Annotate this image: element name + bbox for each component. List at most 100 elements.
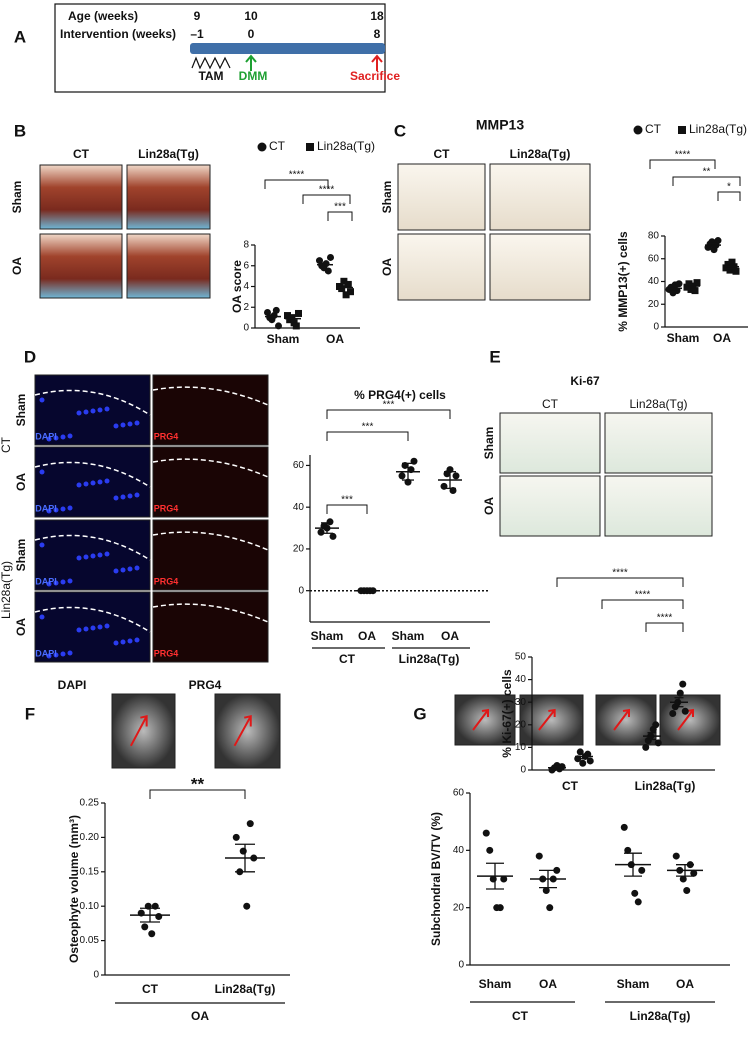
data-point xyxy=(486,846,494,854)
micrograph xyxy=(454,694,516,746)
nucleus xyxy=(97,479,103,485)
x-tick-label: OA xyxy=(539,977,557,991)
data-point xyxy=(272,306,280,314)
micrograph xyxy=(39,233,123,299)
y-tick-label: 2 xyxy=(243,302,249,313)
data-point xyxy=(535,852,543,860)
timeline: Age (weeks) 9 10 18 Intervention (weeks)… xyxy=(54,3,400,93)
data-point xyxy=(275,322,282,330)
x-tick-label: Sham xyxy=(267,332,300,346)
significance-bracket xyxy=(149,789,246,799)
row-label: Sham xyxy=(482,427,496,460)
micrograph xyxy=(604,412,713,474)
timeline-tick: 8 xyxy=(374,27,381,41)
red-arrow xyxy=(472,708,489,731)
group-label: CT xyxy=(512,1009,529,1023)
x-tick-label: CT xyxy=(562,779,579,793)
significance-label: *** xyxy=(341,495,353,506)
nucleus xyxy=(113,423,119,429)
micrograph xyxy=(111,693,176,769)
group-label: CT xyxy=(339,652,356,666)
nucleus xyxy=(127,421,133,427)
data-point xyxy=(579,759,587,767)
nucleus xyxy=(76,410,82,416)
data-point xyxy=(347,288,354,296)
data-point xyxy=(324,267,332,275)
data-point xyxy=(141,923,149,931)
legend-label: CT xyxy=(645,122,662,136)
nucleus xyxy=(104,623,110,629)
nucleus xyxy=(113,495,119,501)
data-point xyxy=(714,237,722,245)
data-point xyxy=(676,689,684,697)
y-tick-label: 6 xyxy=(243,260,249,271)
data-point xyxy=(288,314,296,322)
y-tick-label: 0.20 xyxy=(80,832,100,843)
nucleus xyxy=(60,579,66,585)
nucleus xyxy=(90,408,96,414)
event-label: TAM xyxy=(198,69,223,83)
data-point xyxy=(642,743,650,751)
event-label: DMM xyxy=(239,69,268,83)
row-label: Sham xyxy=(14,539,28,572)
stain-label: PRG4 xyxy=(154,648,179,658)
event-label: Sacrifice xyxy=(350,69,400,83)
nucleus xyxy=(46,436,52,442)
data-point xyxy=(728,258,736,266)
column-label: Lin28a(Tg) xyxy=(629,397,687,411)
stain-label: PRG4 xyxy=(154,576,179,586)
micrograph xyxy=(152,519,269,591)
data-point xyxy=(691,287,699,295)
data-point xyxy=(654,739,662,747)
nucleus xyxy=(39,614,45,620)
significance-label: * xyxy=(727,182,731,193)
legend-marker xyxy=(633,125,643,135)
row-label: Sham xyxy=(380,181,394,214)
timeline-bar xyxy=(190,43,385,54)
nucleus xyxy=(134,420,140,426)
y-axis-label: % MMP13(+) cells xyxy=(616,231,630,332)
row-label: OA xyxy=(14,473,28,491)
nucleus xyxy=(60,434,66,440)
group-label: Lin28a(Tg) xyxy=(630,1009,691,1023)
nucleus xyxy=(39,542,45,548)
data-point xyxy=(683,886,691,894)
column-label: Lin28a(Tg) xyxy=(510,147,571,161)
nucleus xyxy=(104,551,110,557)
data-point xyxy=(669,710,677,717)
image-title: Ki-67 xyxy=(570,374,600,388)
timeline-row-label: Intervention (weeks) xyxy=(60,27,176,41)
tissue-outline xyxy=(34,606,151,633)
timeline-tick: 18 xyxy=(370,9,384,23)
micrograph xyxy=(152,374,269,446)
nucleus xyxy=(97,624,103,630)
micrograph xyxy=(39,164,123,230)
micrograph xyxy=(659,694,721,746)
y-tick-label: 0.25 xyxy=(80,798,100,809)
data-point xyxy=(340,277,348,285)
nucleus xyxy=(76,627,82,633)
y-tick-label: 80 xyxy=(648,231,660,242)
nucleus xyxy=(67,433,73,439)
data-point xyxy=(246,820,254,828)
nucleus xyxy=(134,637,140,643)
y-tick-label: 0.05 xyxy=(80,935,100,946)
nucleus xyxy=(113,640,119,646)
data-point xyxy=(329,532,337,540)
x-tick-label: Sham xyxy=(311,629,344,643)
data-point xyxy=(652,721,660,729)
significance-bracket xyxy=(264,179,329,189)
data-point xyxy=(634,898,642,906)
significance-label: *** xyxy=(334,202,346,213)
micrograph xyxy=(34,519,151,591)
nucleus xyxy=(104,478,110,484)
nucleus xyxy=(120,567,126,573)
nucleus xyxy=(127,493,133,499)
data-point xyxy=(672,852,680,860)
panel-label: B xyxy=(14,121,26,140)
nucleus xyxy=(90,553,96,559)
data-point xyxy=(239,847,247,855)
nucleus xyxy=(46,508,52,514)
row-label: OA xyxy=(380,258,394,276)
